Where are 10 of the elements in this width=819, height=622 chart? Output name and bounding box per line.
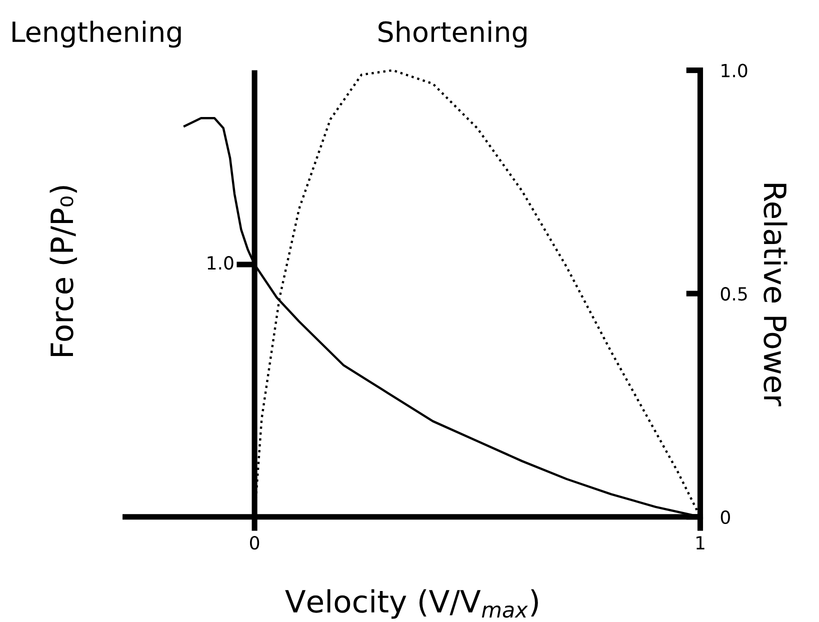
y2-tick-label: 1.0 xyxy=(722,64,748,78)
x-tick-label: 1 xyxy=(696,536,704,550)
text: Shortening xyxy=(378,20,526,48)
text: Lengthening xyxy=(12,20,181,48)
y-axis-title: Force (P/P₀) xyxy=(50,186,77,356)
y2-tick-label: 0 xyxy=(720,510,730,524)
y2-axis-title: Relative Power xyxy=(764,184,788,406)
annotation: 1.0 xyxy=(208,256,234,270)
x-axis-title: Velocity (V/V$_{max}$) xyxy=(285,589,538,619)
y2-tick-label: 0.5 xyxy=(720,287,747,301)
